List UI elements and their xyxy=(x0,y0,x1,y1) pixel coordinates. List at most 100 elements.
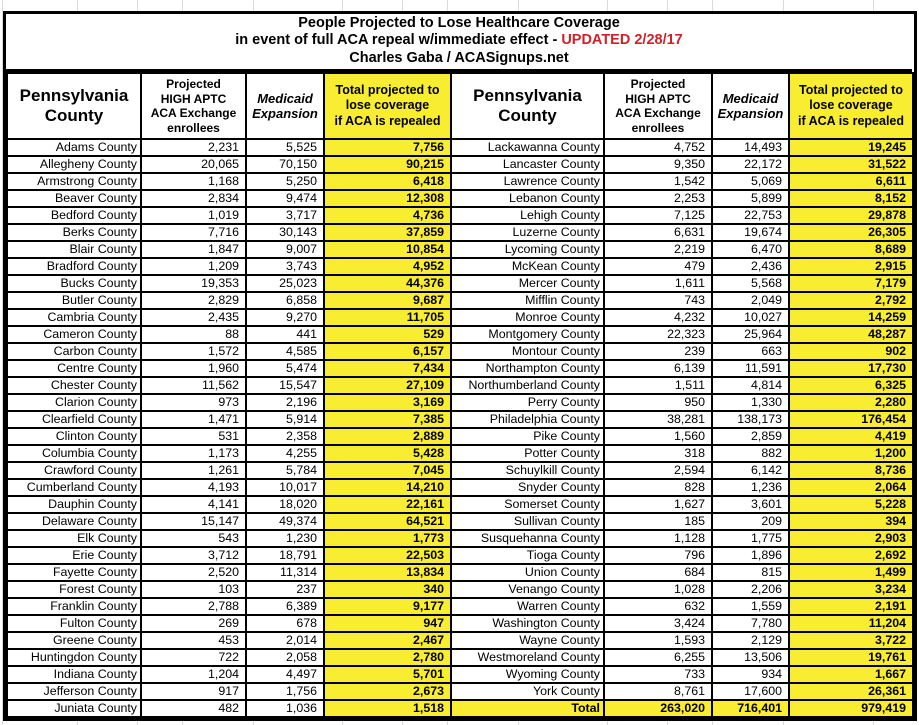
county-cell: Monroe County xyxy=(450,308,605,328)
table-row: Carbon County 1,572 4,585 6,157 Montour Coun… xyxy=(6,342,914,362)
medicaid-cell: 2,049 xyxy=(711,291,790,311)
total-cell: 4,952 xyxy=(323,257,452,277)
medicaid-cell: 138,173 xyxy=(711,410,790,430)
county-cell: Lycoming County xyxy=(450,240,605,260)
county-cell: Crawford County xyxy=(6,461,142,481)
table-title-block: People Projected to Lose Healthcare Cove… xyxy=(6,14,912,73)
medicaid-cell: 209 xyxy=(711,512,790,532)
aptc-cell: 722 xyxy=(140,648,247,668)
aptc-cell: 1,204 xyxy=(140,665,247,685)
aptc-cell: 4,232 xyxy=(603,308,713,328)
county-cell: Montour County xyxy=(450,342,605,362)
total-cell: 27,109 xyxy=(323,376,452,396)
county-cell: Blair County xyxy=(6,240,142,260)
total-cell: 19,761 xyxy=(788,648,914,668)
total-cell: 26,305 xyxy=(788,223,914,243)
medicaid-cell: 6,389 xyxy=(245,597,325,617)
medicaid-cell: 7,780 xyxy=(711,614,790,634)
medicaid-cell: 441 xyxy=(245,325,325,345)
county-cell: Bedford County xyxy=(6,206,142,226)
table-row: Cameron County 88 441 529 Montgomery County 2… xyxy=(6,325,914,345)
medicaid-cell: 30,143 xyxy=(245,223,325,243)
aptc-cell: 38,281 xyxy=(603,410,713,430)
aptc-cell: 269 xyxy=(140,614,247,634)
table-row: Fayette County 2,520 11,314 13,834 Union Cou… xyxy=(6,563,914,583)
county-cell: Mifflin County xyxy=(450,291,605,311)
table-row: Beaver County 2,834 9,474 12,308 Lebanon Cou… xyxy=(6,189,914,209)
aptc-cell: 796 xyxy=(603,546,713,566)
table-row: Bucks County 19,353 25,023 44,376 Mercer Cou… xyxy=(6,274,914,294)
aptc-cell: 2,253 xyxy=(603,189,713,209)
county-cell: Perry County xyxy=(450,393,605,413)
county-cell: Clinton County xyxy=(6,427,142,447)
county-cell: Elk County xyxy=(6,529,142,549)
total-cell: 37,859 xyxy=(323,223,452,243)
county-cell: Huntingdon County xyxy=(6,648,142,668)
total-cell: 6,325 xyxy=(788,376,914,396)
grand-total-medicaid-cell: 716,401 xyxy=(711,699,790,719)
total-cell: 26,361 xyxy=(788,682,914,702)
header-medicaid-left: Medicaid Expansion xyxy=(245,72,325,141)
total-cell: 3,169 xyxy=(323,393,452,413)
coverage-table-frame: People Projected to Lose Healthcare Cove… xyxy=(3,11,917,722)
table-row: Jefferson County 917 1,756 2,673 York County… xyxy=(6,682,914,702)
medicaid-cell: 2,358 xyxy=(245,427,325,447)
total-cell: 2,780 xyxy=(323,648,452,668)
total-cell: 2,889 xyxy=(323,427,452,447)
aptc-cell: 239 xyxy=(603,342,713,362)
aptc-cell: 1,611 xyxy=(603,274,713,294)
total-cell: 7,434 xyxy=(323,359,452,379)
aptc-cell: 4,141 xyxy=(140,495,247,515)
table-row: Chester County 11,562 15,547 27,109 Northumb… xyxy=(6,376,914,396)
county-cell: Mercer County xyxy=(450,274,605,294)
county-cell: Lawrence County xyxy=(450,172,605,192)
total-cell: 12,308 xyxy=(323,189,452,209)
aptc-cell: 1,471 xyxy=(140,410,247,430)
total-cell: 5,228 xyxy=(788,495,914,515)
table-body: Adams County 2,231 5,525 7,756 Lackawanna Co… xyxy=(6,138,914,719)
county-cell: Montgomery County xyxy=(450,325,605,345)
total-cell: 7,045 xyxy=(323,461,452,481)
table-row: Blair County 1,847 9,007 10,854 Lycoming Cou… xyxy=(6,240,914,260)
county-cell: Northampton County xyxy=(450,359,605,379)
aptc-cell: 2,788 xyxy=(140,597,247,617)
total-cell: 4,419 xyxy=(788,427,914,447)
medicaid-cell: 5,069 xyxy=(711,172,790,192)
header-total-left: Total projected to lose coverage if ACA … xyxy=(323,72,452,141)
total-cell: 9,687 xyxy=(323,291,452,311)
aptc-cell: 20,065 xyxy=(140,155,247,175)
total-cell: 2,692 xyxy=(788,546,914,566)
county-cell: Allegheny County xyxy=(6,155,142,175)
table-row: Erie County 3,712 18,791 22,503 Tioga County… xyxy=(6,546,914,566)
total-cell: 29,878 xyxy=(788,206,914,226)
aptc-cell: 950 xyxy=(603,393,713,413)
medicaid-cell: 9,007 xyxy=(245,240,325,260)
title-line-2: in event of full ACA repeal w/immediate … xyxy=(6,32,912,49)
total-cell: 19,245 xyxy=(788,138,914,158)
aptc-cell: 7,125 xyxy=(603,206,713,226)
table-row: Berks County 7,716 30,143 37,859 Luzerne Cou… xyxy=(6,223,914,243)
county-cell: Washington County xyxy=(450,614,605,634)
aptc-cell: 1,209 xyxy=(140,257,247,277)
aptc-cell: 3,424 xyxy=(603,614,713,634)
aptc-cell: 1,542 xyxy=(603,172,713,192)
header-aptc-left: Projected HIGH APTC ACA Exchange enrolle… xyxy=(140,72,247,141)
aptc-cell: 11,562 xyxy=(140,376,247,396)
header-medicaid-right: Medicaid Expansion xyxy=(711,72,790,141)
medicaid-cell: 934 xyxy=(711,665,790,685)
aptc-cell: 632 xyxy=(603,597,713,617)
aptc-cell: 743 xyxy=(603,291,713,311)
table-header: Pennsylvania County Projected HIGH APTC … xyxy=(6,72,914,141)
medicaid-cell: 22,753 xyxy=(711,206,790,226)
aptc-cell: 1,128 xyxy=(603,529,713,549)
aptc-cell: 1,168 xyxy=(140,172,247,192)
total-cell: 14,210 xyxy=(323,478,452,498)
county-cell: Pike County xyxy=(450,427,605,447)
county-cell: Chester County xyxy=(6,376,142,396)
county-cell: Beaver County xyxy=(6,189,142,209)
total-cell: 3,722 xyxy=(788,631,914,651)
aptc-cell: 185 xyxy=(603,512,713,532)
county-cell: Schuylkill County xyxy=(450,461,605,481)
county-cell: Warren County xyxy=(450,597,605,617)
aptc-cell: 4,193 xyxy=(140,478,247,498)
